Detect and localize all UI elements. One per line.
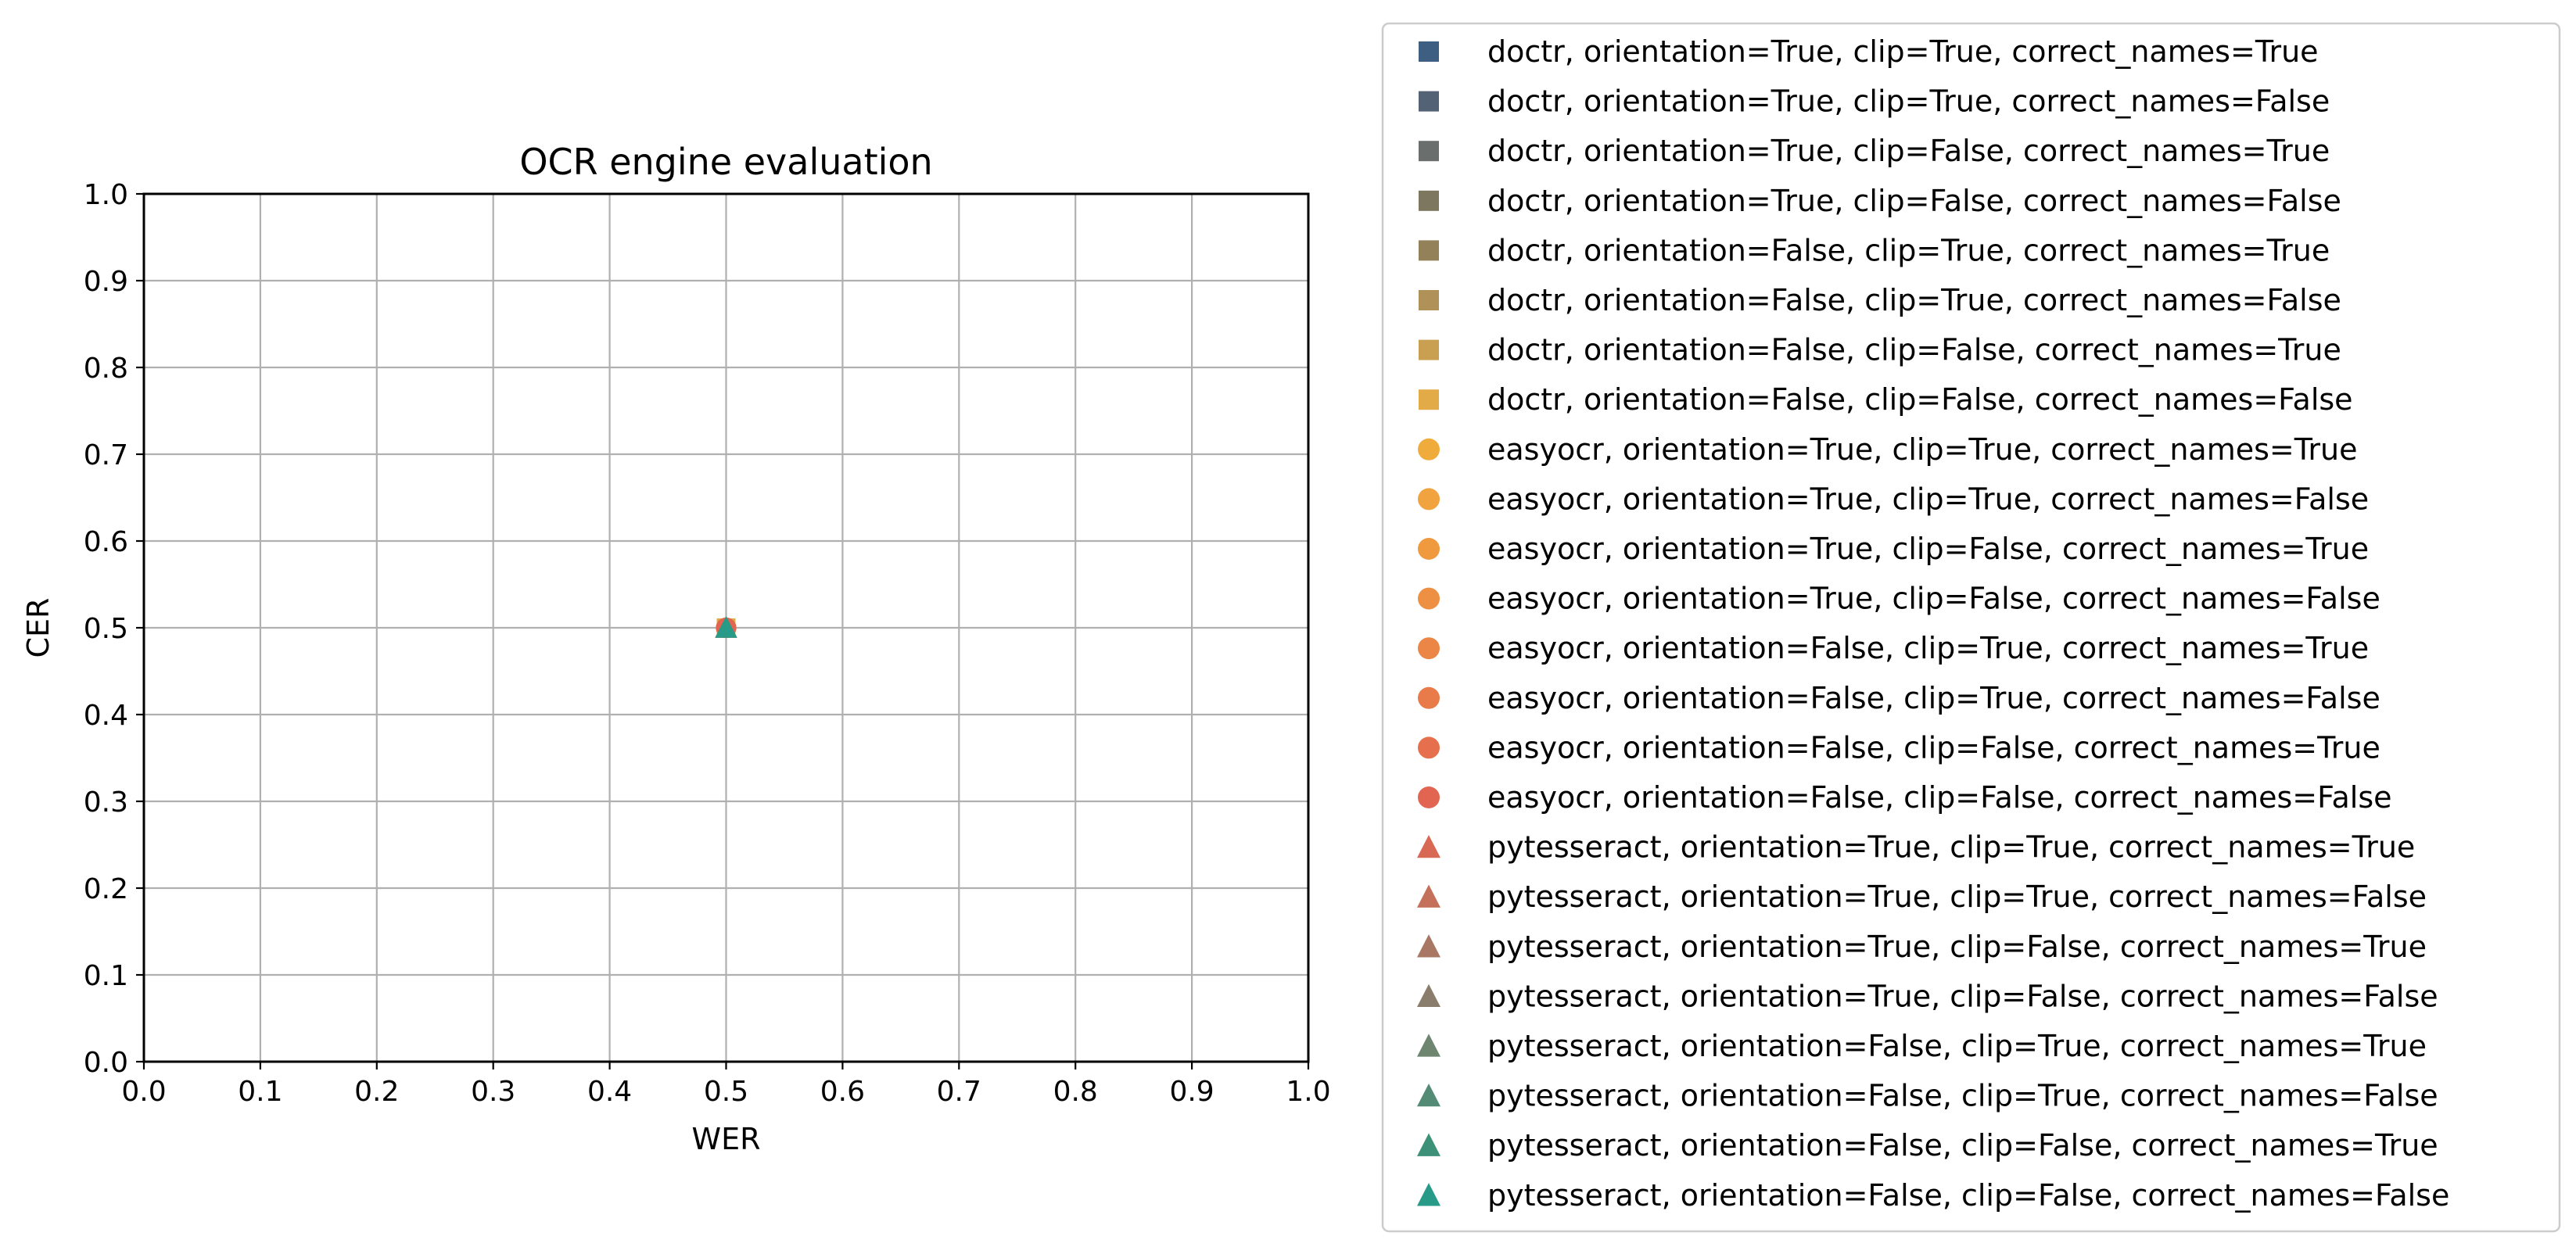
data-point xyxy=(715,616,737,638)
legend-label: doctr, orientation=False, clip=False, co… xyxy=(1487,382,2353,417)
y-tick-label: 0.6 xyxy=(84,526,128,558)
legend-marker xyxy=(1418,686,1440,709)
x-tick-label: 0.0 xyxy=(121,1076,166,1108)
y-tick-label: 0.9 xyxy=(84,266,128,298)
y-tick-label: 0.7 xyxy=(84,439,128,471)
x-tick-label: 1.0 xyxy=(1286,1076,1330,1108)
x-tick-label: 0.4 xyxy=(587,1076,632,1108)
legend-marker xyxy=(1419,339,1439,360)
legend-marker xyxy=(1419,240,1439,261)
legend-marker xyxy=(1417,934,1440,958)
legend-label: pytesseract, orientation=False, clip=Tru… xyxy=(1487,1079,2438,1113)
chart-title: OCR engine evaluation xyxy=(519,141,932,183)
x-tick-label: 0.1 xyxy=(238,1076,282,1108)
axis-ticks: 0.0 0.1 0.2 0.3 0.4 0.5 0.6 0.7 0.8 0.9 1.0 0.0 0.1 0… xyxy=(84,179,1331,1108)
legend-marker xyxy=(1418,438,1440,460)
x-tick-label: 0.5 xyxy=(704,1076,748,1108)
legend-label: doctr, orientation=True, clip=False, cor… xyxy=(1487,184,2341,218)
legend-marker xyxy=(1418,637,1440,660)
legend-label: easyocr, orientation=False, clip=False, … xyxy=(1487,780,2392,815)
legend-marker xyxy=(1418,587,1440,610)
y-tick-label: 1.0 xyxy=(84,179,128,211)
legend-marker xyxy=(1419,389,1439,410)
legend-label: easyocr, orientation=True, clip=True, co… xyxy=(1487,432,2357,467)
legend-marker xyxy=(1417,1183,1440,1206)
x-tick-label: 0.3 xyxy=(471,1076,515,1108)
x-tick-label: 0.9 xyxy=(1169,1076,1214,1108)
legend-marker xyxy=(1419,91,1439,112)
y-tick-label: 0.3 xyxy=(84,786,128,819)
y-axis-label: CER xyxy=(21,598,56,658)
legend-label: pytesseract, orientation=False, clip=Tru… xyxy=(1487,1029,2427,1063)
legend-marker xyxy=(1418,736,1440,759)
legend-marker xyxy=(1419,41,1439,62)
x-tick-label: 0.6 xyxy=(820,1076,865,1108)
legend-marker xyxy=(1418,786,1440,808)
legend-label: easyocr, orientation=False, clip=True, c… xyxy=(1487,681,2380,715)
legend-label: easyocr, orientation=False, clip=False, … xyxy=(1487,730,2380,765)
legend-label: doctr, orientation=False, clip=False, co… xyxy=(1487,333,2341,367)
legend-label: doctr, orientation=True, clip=True, corr… xyxy=(1487,84,2330,119)
legend-marker xyxy=(1419,190,1439,211)
y-tick-label: 0.2 xyxy=(84,873,128,905)
legend-marker xyxy=(1417,1133,1440,1156)
legend-label: pytesseract, orientation=True, clip=Fals… xyxy=(1487,979,2438,1013)
legend-marker xyxy=(1419,290,1439,310)
legend-marker xyxy=(1418,488,1440,511)
legend-label: pytesseract, orientation=True, clip=True… xyxy=(1487,830,2415,865)
y-tick-label: 0.1 xyxy=(84,960,128,992)
legend-label: doctr, orientation=True, clip=False, cor… xyxy=(1487,134,2330,168)
legend-label: doctr, orientation=True, clip=True, corr… xyxy=(1487,34,2319,69)
legend-marker xyxy=(1417,834,1440,858)
x-tick-label: 0.2 xyxy=(354,1076,399,1108)
legend-label: easyocr, orientation=False, clip=True, c… xyxy=(1487,631,2369,665)
legend-marker xyxy=(1417,884,1440,908)
x-tick-label: 0.8 xyxy=(1053,1076,1098,1108)
legend-label: pytesseract, orientation=True, clip=True… xyxy=(1487,880,2427,914)
y-tick-label: 0.8 xyxy=(84,353,128,385)
legend-label: pytesseract, orientation=False, clip=Fal… xyxy=(1487,1178,2449,1213)
y-tick-label: 0.5 xyxy=(84,613,128,645)
legend-marker xyxy=(1417,1083,1440,1107)
legend-label: easyocr, orientation=True, clip=False, c… xyxy=(1487,532,2369,566)
legend: doctr, orientation=True, clip=True, corr… xyxy=(1381,22,2561,1233)
legend-label: doctr, orientation=False, clip=True, cor… xyxy=(1487,233,2330,267)
legend-label: pytesseract, orientation=True, clip=Fals… xyxy=(1487,930,2427,964)
legend-marker xyxy=(1418,538,1440,560)
legend-label: pytesseract, orientation=False, clip=Fal… xyxy=(1487,1128,2438,1163)
y-tick-label: 0.4 xyxy=(84,700,128,732)
legend-label: easyocr, orientation=True, clip=False, c… xyxy=(1487,582,2380,616)
x-axis-label: WER xyxy=(692,1122,761,1156)
x-tick-label: 0.7 xyxy=(937,1076,981,1108)
data-markers xyxy=(715,616,737,638)
legend-marker xyxy=(1417,983,1440,1008)
legend-marker xyxy=(1419,141,1439,162)
legend-box xyxy=(1381,22,2561,1233)
legend-label: easyocr, orientation=True, clip=True, co… xyxy=(1487,482,2369,516)
y-tick-label: 0.0 xyxy=(84,1047,128,1079)
legend-label: doctr, orientation=False, clip=True, cor… xyxy=(1487,283,2341,317)
legend-marker xyxy=(1417,1034,1440,1057)
